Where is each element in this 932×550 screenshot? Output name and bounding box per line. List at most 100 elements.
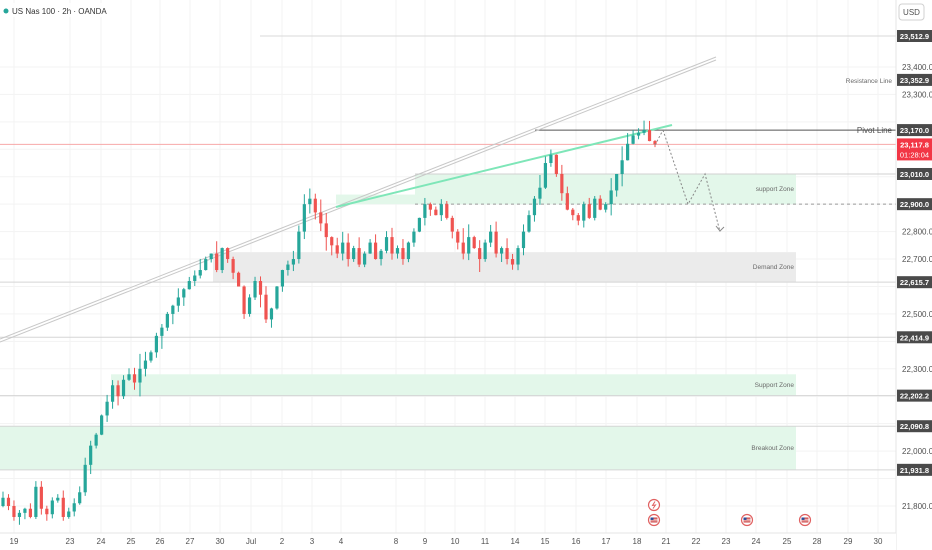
candle-body — [483, 242, 487, 260]
time-tick-label: 2 — [280, 537, 285, 546]
events — [647, 498, 812, 527]
candle-body — [78, 492, 82, 504]
candle-body — [456, 231, 460, 243]
us-flag-icon[interactable] — [740, 513, 754, 527]
symbol-header: US Nas 100 · 2h · OANDA — [0, 3, 112, 17]
candle-body — [61, 497, 65, 517]
candle-body — [478, 248, 482, 260]
candle-body — [543, 163, 548, 188]
candle-body — [439, 204, 443, 216]
time-tick-label: 18 — [633, 537, 642, 546]
channel-line-upper — [0, 56, 717, 340]
candle-body — [132, 374, 137, 383]
currency-label: USD — [903, 8, 920, 17]
candle-body — [527, 215, 531, 232]
candle-body — [226, 248, 230, 260]
candle-body — [143, 360, 148, 369]
candle-body — [94, 434, 98, 446]
time-tick-label: Jul — [246, 537, 256, 546]
time-tick-label: 22 — [692, 537, 701, 546]
candle-body — [445, 204, 449, 218]
level-badge-text: 23,010.0 — [900, 170, 929, 179]
candle-body — [324, 223, 328, 238]
candle-body — [280, 270, 285, 287]
symbol-header-bg — [0, 3, 112, 17]
time-tick-label: 17 — [602, 537, 611, 546]
candle-body — [395, 248, 400, 254]
candle-body — [182, 289, 186, 298]
candle-body — [335, 245, 339, 254]
candle-body — [149, 352, 153, 361]
time-tick-label: 23 — [722, 537, 731, 546]
candle-body — [72, 503, 76, 512]
candle-body — [626, 143, 630, 161]
flag-body — [743, 517, 751, 523]
candle-body — [23, 508, 27, 513]
time-axis-bg — [0, 533, 896, 550]
time-tick-label: 19 — [10, 537, 19, 546]
projection-start — [654, 129, 664, 146]
level-badge — [897, 198, 932, 211]
us-flag-icon[interactable] — [798, 513, 812, 527]
candle-body — [554, 154, 558, 174]
trend-lines — [0, 56, 717, 343]
candle-body — [593, 198, 597, 218]
candle-body — [187, 281, 191, 290]
price-tick-label: 22,000.0 — [902, 447, 932, 456]
time-tick-label: 30 — [874, 537, 883, 546]
time-tick-label: 15 — [541, 537, 550, 546]
candle-body — [127, 374, 131, 380]
candle-body — [110, 385, 115, 402]
current-price-badge — [897, 138, 932, 161]
candle-body — [598, 198, 602, 210]
lightning-icon[interactable] — [647, 498, 661, 512]
candle-body — [302, 204, 306, 232]
candle-body — [352, 248, 356, 260]
resistance-line-label: Resistance Line — [846, 78, 893, 85]
candle-body — [450, 217, 454, 232]
candle-body — [406, 242, 411, 260]
candle-body — [215, 253, 219, 271]
pivot-line-label: Pivot Line — [857, 126, 893, 135]
level-badge-text: 22,900.0 — [900, 200, 929, 209]
candle-body — [17, 512, 22, 517]
zone-label: support Zone — [756, 186, 795, 193]
time-tick-label: 29 — [844, 537, 853, 546]
us-flag-icon[interactable] — [647, 513, 661, 527]
zone-label: Breakout Zone — [751, 445, 794, 452]
candle-body — [538, 187, 542, 199]
flag-canton — [801, 517, 805, 520]
time-tick-label: 28 — [813, 537, 822, 546]
lightning-glyph — [651, 501, 657, 509]
candle-body — [330, 237, 334, 246]
candle-body — [604, 204, 608, 210]
candles — [1, 120, 725, 525]
price-axis: USD 21,800.0 22,000.0 22,300.0 22,500.0 22,70… — [895, 0, 932, 550]
time-tick-label: 30 — [216, 537, 225, 546]
level-badge — [897, 463, 932, 476]
candle-body — [461, 242, 465, 254]
time-tick-label: 24 — [752, 537, 761, 546]
candle-body — [642, 130, 646, 133]
price-tick-label: 21,800.0 — [902, 502, 932, 511]
candle-body — [154, 335, 159, 353]
level-lines: Pivot Line Resistance Line — [0, 35, 896, 471]
currency-button[interactable] — [898, 3, 925, 21]
level-badge-text: 23,352.9 — [900, 76, 929, 85]
level-badge — [897, 73, 932, 86]
candle-body — [176, 297, 180, 306]
projection-arrow-icon — [715, 225, 725, 232]
candle-body — [341, 242, 345, 254]
candle-body — [253, 281, 257, 298]
candle-body — [401, 248, 405, 260]
candle-body — [1, 497, 5, 506]
candle-body — [549, 154, 553, 164]
level-badge — [897, 30, 932, 42]
time-tick-label: 24 — [97, 537, 106, 546]
candle-body — [275, 286, 279, 309]
level-badge — [897, 389, 932, 402]
candle-body — [346, 242, 350, 260]
candle-body — [198, 270, 202, 276]
